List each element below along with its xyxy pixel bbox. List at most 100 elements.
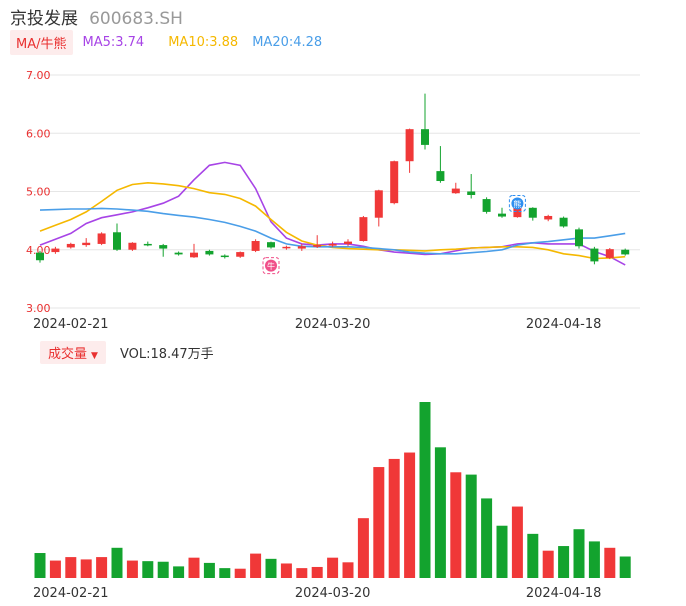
volume-bar[interactable] [296,568,308,578]
volume-bar[interactable] [419,402,431,578]
candle-body[interactable] [36,252,44,261]
x-tick-label: 2024-02-21 [33,317,109,332]
candle-body[interactable] [374,190,383,218]
y-tick-label: 4.00 [26,244,51,257]
candle-body[interactable] [544,215,553,220]
candle-body[interactable] [436,171,445,182]
bull-bear-marker-blue-frame [508,194,526,212]
candle-body[interactable] [113,232,121,250]
volume-bar[interactable] [65,557,77,578]
bull-bear-icon-blue[interactable] [511,197,524,210]
volume-bar[interactable] [111,547,123,578]
ma20-line [39,207,626,255]
volume-bar[interactable] [373,467,385,578]
candle-body[interactable] [621,249,630,255]
volume-bar[interactable] [250,553,262,578]
volume-bar[interactable] [34,553,46,578]
candle-body[interactable] [559,217,568,227]
volume-bar[interactable] [542,550,554,578]
candle-body[interactable] [421,129,429,145]
volume-bar[interactable] [80,559,92,578]
volume-bar[interactable] [573,529,585,578]
candle-body[interactable] [359,217,368,242]
candle-body[interactable] [174,252,183,255]
volume-bar[interactable] [234,568,246,578]
volume-bar[interactable] [96,557,108,578]
volume-bar[interactable] [142,561,154,578]
candle-body[interactable] [236,252,245,257]
volume-legend: 成交量 ▼ VOL:18.47万手 [40,340,214,364]
volume-bar[interactable] [404,452,416,578]
candle-body[interactable] [220,255,229,258]
volume-bar[interactable] [280,563,292,578]
bull-bear-marker-blue-glyph: 熊 [513,199,521,209]
volume-bar[interactable] [219,568,231,578]
volume-bar[interactable] [388,458,400,578]
volume-bar[interactable] [619,556,631,578]
volume-bar[interactable] [173,566,185,578]
volume-bar[interactable] [527,533,539,578]
stock-code: 600683.SH [89,9,183,29]
volume-bar[interactable] [357,518,369,578]
volume-bar[interactable] [511,506,523,578]
volume-value: VOL:18.47万手 [119,346,214,362]
volume-bar[interactable] [327,557,339,578]
candle-body[interactable] [405,129,414,162]
candle-body[interactable] [513,206,522,218]
candle-body[interactable] [66,243,75,248]
volume-bar[interactable] [188,557,200,578]
x-tick-label: 2024-04-18 [526,317,602,332]
candle-body[interactable] [498,213,506,217]
volume-bar[interactable] [342,562,354,578]
volume-bar[interactable] [588,541,600,578]
candle-body[interactable] [575,229,583,247]
candle-body[interactable] [97,233,106,244]
candle-body[interactable] [143,243,152,246]
candle-body[interactable] [282,246,291,249]
candle-body[interactable] [82,242,91,246]
volume-bar[interactable] [203,562,215,578]
candle-body[interactable] [313,245,322,247]
bull-bear-marker-red-frame [262,257,280,275]
candle-body[interactable] [267,242,275,248]
volume-bar[interactable] [465,474,477,578]
y-tick-label: 5.00 [26,186,51,199]
candle-body[interactable] [51,248,60,253]
volume-x-tick-label: 2024-02-21 [33,586,109,601]
volume-bar[interactable] [481,498,493,578]
ma-legend: MA/牛熊 MA5:3.74 MA10:3.88 MA20:4.28 [10,29,322,55]
volume-bar[interactable] [49,560,61,578]
candle-body[interactable] [605,249,614,258]
volume-bar[interactable] [157,561,169,578]
candle-body[interactable] [159,245,168,249]
candle-body[interactable] [344,241,352,244]
volume-bar[interactable] [434,447,446,578]
candle-body[interactable] [328,243,337,246]
volume-bar[interactable] [496,525,508,578]
volume-indicator-selector[interactable]: 成交量 ▼ [40,340,106,364]
candle-body[interactable] [297,246,306,249]
bull-bear-icon-red[interactable] [265,259,277,272]
volume-tag-label: 成交量 [48,346,88,362]
volume-bar[interactable] [265,558,277,578]
candle-body[interactable] [590,248,599,262]
volume-bar[interactable] [450,472,462,578]
candle-body[interactable] [390,161,399,204]
candle-body[interactable] [251,241,260,251]
candle-body[interactable] [482,199,491,212]
candle-body[interactable] [205,250,214,255]
ma5-legend: MA5:3.74 [82,34,145,50]
ma-indicator-selector[interactable]: MA/牛熊 [10,29,73,55]
candle-body[interactable] [451,188,460,194]
volume-bar[interactable] [126,560,138,578]
volume-bar[interactable] [558,546,570,578]
volume-x-tick-label: 2024-04-18 [526,586,602,601]
volume-bar[interactable] [604,547,616,578]
candle-body[interactable] [190,252,198,258]
candle-body[interactable] [528,207,537,218]
candle-body[interactable] [467,191,476,195]
candle-body[interactable] [128,242,137,250]
bull-bear-marker-red-glyph: 牛 [267,261,275,271]
volume-bar[interactable] [311,566,323,578]
